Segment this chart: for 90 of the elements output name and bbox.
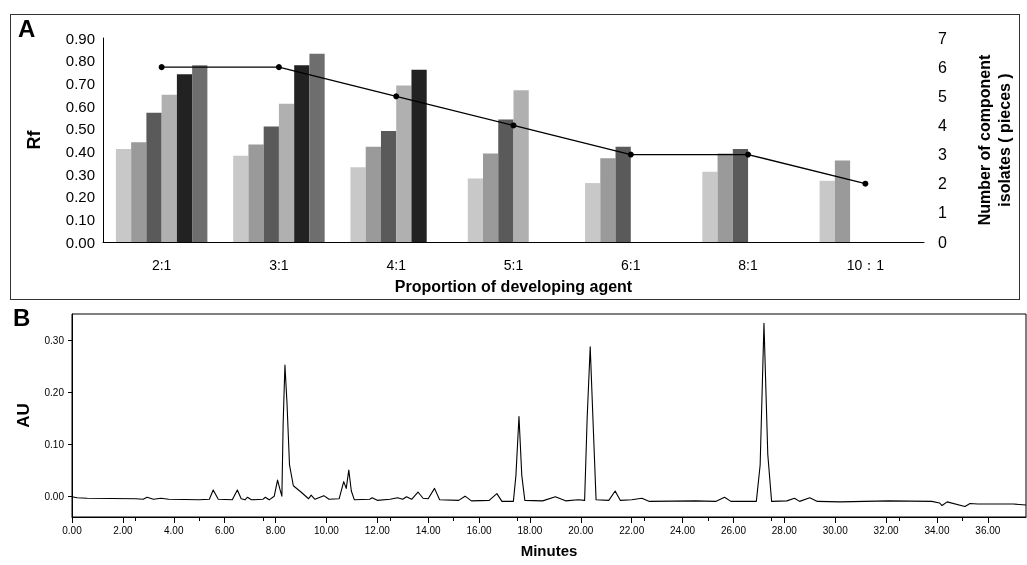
point bbox=[862, 180, 869, 187]
bar bbox=[411, 69, 427, 242]
bar bbox=[309, 53, 325, 242]
y2-tick-label: 0 bbox=[938, 233, 947, 251]
x-tick-label: 16.00 bbox=[466, 524, 492, 536]
point bbox=[627, 151, 634, 158]
bar bbox=[600, 158, 616, 242]
x-tick-label: 36.00 bbox=[975, 524, 1001, 536]
y-tick-label: 0.00 bbox=[44, 490, 65, 502]
y-tick-label: 0.00 bbox=[65, 233, 95, 251]
bar bbox=[615, 146, 631, 242]
x-tick-label: 4.00 bbox=[164, 524, 184, 536]
x-tick-label: 30.00 bbox=[822, 524, 849, 536]
bar bbox=[380, 130, 397, 242]
y-tick-label: 0.20 bbox=[44, 386, 65, 398]
y2-tick-label: 1 bbox=[938, 204, 947, 222]
x-axis-title: Minutes bbox=[520, 542, 578, 559]
bar bbox=[498, 119, 514, 242]
x-tick-label: 3:1 bbox=[269, 257, 289, 273]
x-tick-label: 14.00 bbox=[415, 524, 442, 536]
bar bbox=[396, 85, 412, 242]
x-tick-label: 6:1 bbox=[621, 257, 641, 273]
y-tick-label: 0.10 bbox=[65, 210, 95, 228]
y2-tick-label: 6 bbox=[938, 58, 947, 76]
bar bbox=[365, 146, 381, 242]
x-tick-label: 4:1 bbox=[386, 257, 407, 273]
y2-tick-label: 3 bbox=[938, 146, 947, 164]
point bbox=[745, 151, 752, 158]
point bbox=[275, 64, 282, 71]
y-tick-label: 0.60 bbox=[65, 97, 95, 115]
x-tick-label: 20.00 bbox=[568, 524, 594, 536]
y-tick-label: 0.20 bbox=[65, 188, 95, 206]
x-tick-label: 32.00 bbox=[873, 524, 900, 536]
x-tick-label: 34.00 bbox=[924, 524, 950, 536]
chart-title: B bbox=[13, 303, 31, 331]
y-axis-title: AU bbox=[14, 403, 33, 428]
chart-title: A bbox=[18, 14, 36, 42]
y-tick-label: 0.80 bbox=[65, 52, 95, 70]
bar bbox=[702, 171, 718, 242]
y2-tick-label: 4 bbox=[938, 116, 947, 134]
y-tick-label: 0.70 bbox=[65, 74, 95, 92]
bar bbox=[192, 65, 208, 242]
x-tick-label: 10：1 bbox=[846, 257, 885, 273]
y2-tick-label: 5 bbox=[938, 87, 947, 105]
x-tick-label: 28.00 bbox=[771, 524, 798, 536]
x-tick-label: 26.00 bbox=[720, 524, 747, 536]
y-tick-label: 0.50 bbox=[65, 120, 95, 138]
x-tick-label: 2:1 bbox=[151, 257, 172, 273]
bar bbox=[248, 144, 264, 242]
bar bbox=[513, 90, 529, 242]
bar bbox=[467, 178, 484, 242]
bar bbox=[732, 149, 749, 242]
x-tick-label: 8.00 bbox=[265, 524, 286, 536]
bar bbox=[263, 126, 279, 242]
bar bbox=[819, 180, 835, 242]
bar bbox=[834, 160, 851, 242]
point bbox=[510, 122, 517, 129]
x-tick-label: 22.00 bbox=[619, 524, 645, 536]
x-tick-label: 2.00 bbox=[113, 524, 134, 536]
y-tick-label: 0.30 bbox=[44, 334, 65, 346]
bar bbox=[161, 94, 177, 242]
bar bbox=[233, 155, 249, 242]
x-tick-label: 8:1 bbox=[738, 257, 759, 273]
y-tick-label: 0.30 bbox=[65, 165, 95, 183]
y2-axis-title: Number of component isolates ( pieces ) bbox=[975, 54, 1013, 226]
x-tick-label: 6.00 bbox=[214, 524, 235, 536]
bar bbox=[278, 103, 295, 242]
y2-tick-label: 2 bbox=[938, 175, 947, 193]
bar bbox=[131, 142, 147, 242]
y2-tick-label: 7 bbox=[938, 29, 947, 47]
x-axis-title: Proportion of developing agent bbox=[394, 277, 633, 295]
x-tick-label: 18.00 bbox=[517, 524, 543, 536]
bar bbox=[294, 65, 310, 242]
point bbox=[393, 93, 400, 100]
bar bbox=[585, 183, 601, 242]
point bbox=[158, 64, 165, 71]
x-tick-label: 10.00 bbox=[313, 524, 340, 536]
bar bbox=[717, 153, 733, 242]
y-axis-title: Rf bbox=[24, 129, 44, 150]
y-tick-label: 0.10 bbox=[44, 438, 65, 450]
x-tick-label: 12.00 bbox=[364, 524, 391, 536]
bar bbox=[483, 153, 499, 242]
bar bbox=[176, 74, 193, 242]
x-tick-label: 24.00 bbox=[670, 524, 696, 536]
bar bbox=[350, 167, 366, 242]
bar bbox=[115, 149, 132, 242]
bar bbox=[146, 112, 162, 242]
x-tick-label: 5:1 bbox=[503, 257, 524, 273]
y-tick-label: 0.90 bbox=[65, 29, 95, 47]
y-tick-label: 0.40 bbox=[65, 142, 95, 160]
